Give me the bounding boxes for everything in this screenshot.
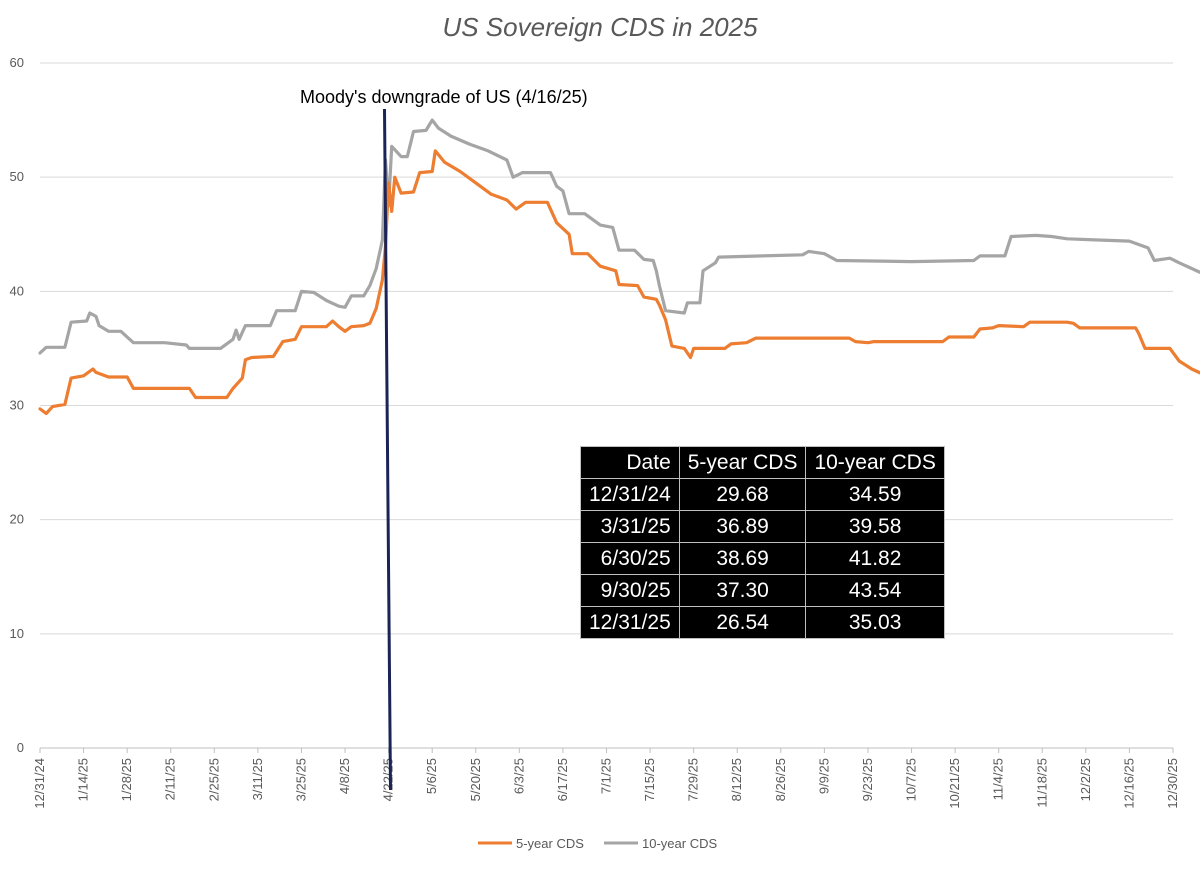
table-cell-5y: 29.68 <box>678 478 807 511</box>
table-cell-5y: 37.30 <box>678 574 807 607</box>
x-tick-label: 1/28/25 <box>119 758 134 801</box>
x-axis-ticks: 12/31/24 1/14/25 1/28/25 2/11/25 2/25/25 3/11… <box>32 748 1180 809</box>
table-cell-5y: 36.89 <box>678 510 807 543</box>
table-cell-date: 3/31/25 <box>580 510 680 543</box>
x-tick-label: 10/7/25 <box>904 758 919 801</box>
x-tick-label: 1/14/25 <box>76 758 91 801</box>
y-tick-label: 50 <box>10 169 24 184</box>
x-tick-label: 4/8/25 <box>337 758 352 794</box>
table-header-row: Date 5-year CDS 10-year CDS <box>580 446 945 479</box>
x-tick-label: 11/18/25 <box>1034 758 1049 808</box>
table-row: 12/31/24 29.68 34.59 <box>580 478 945 511</box>
y-tick-label: 10 <box>10 626 24 641</box>
x-tick-label: 8/12/25 <box>729 758 744 801</box>
annotation-layer: Moody's downgrade of US (4/16/25) <box>300 87 588 791</box>
x-tick-label: 12/2/25 <box>1078 758 1093 801</box>
table-row: 12/31/25 26.54 35.03 <box>580 606 945 639</box>
x-tick-label: 11/4/25 <box>991 758 1006 800</box>
table-cell-5y: 26.54 <box>678 606 807 639</box>
table-row: 6/30/25 38.69 41.82 <box>580 542 945 575</box>
x-tick-label: 5/6/25 <box>424 758 439 794</box>
y-tick-label: 60 <box>10 55 24 70</box>
series-layer <box>38 118 1200 416</box>
table-cell-10y: 43.54 <box>805 574 945 607</box>
x-tick-label: 9/9/25 <box>816 758 831 794</box>
x-tick-label: 3/11/25 <box>250 758 265 800</box>
x-tick-label: 2/25/25 <box>206 758 221 801</box>
x-tick-label: 7/15/25 <box>642 758 657 801</box>
table-cell-date: 9/30/25 <box>580 574 680 607</box>
legend-label-5-year-cds: 5-year CDS <box>516 836 584 851</box>
y-tick-label: 40 <box>10 283 24 298</box>
table-cell-10y: 34.59 <box>805 478 945 511</box>
y-tick-label: 0 <box>17 740 24 755</box>
x-tick-label: 2/11/25 <box>163 758 178 800</box>
legend: 5-year CDS 10-year CDS <box>478 836 717 851</box>
table-header-cell: 10-year CDS <box>805 446 945 479</box>
table-row: 3/31/25 36.89 39.58 <box>580 510 945 543</box>
table-cell-5y: 38.69 <box>678 542 807 575</box>
downgrade-marker-line <box>383 108 393 791</box>
table-cell-date: 12/31/24 <box>580 478 680 511</box>
x-tick-label: 6/3/25 <box>511 758 526 794</box>
x-tick-label: 9/23/25 <box>860 758 875 801</box>
x-tick-label: 3/25/25 <box>293 758 308 801</box>
x-tick-label: 8/26/25 <box>773 758 788 801</box>
table-cell-10y: 35.03 <box>805 606 945 639</box>
y-axis-ticks: 0 10 20 30 40 50 60 <box>10 55 24 755</box>
table-cell-10y: 39.58 <box>805 510 945 543</box>
chart-title: US Sovereign CDS in 2025 <box>442 12 758 42</box>
table-cell-date: 12/31/25 <box>580 606 680 639</box>
table-header-cell: 5-year CDS <box>678 446 807 479</box>
x-tick-label: 5/20/25 <box>468 758 483 801</box>
series-line-5-year-cds <box>38 149 1200 416</box>
x-tick-label: 12/30/25 <box>1165 758 1180 809</box>
x-tick-label: 12/16/25 <box>1121 758 1136 809</box>
series-line-10-year-cds <box>38 118 1200 355</box>
table-cell-date: 6/30/25 <box>580 542 680 575</box>
x-tick-label: 7/1/25 <box>599 758 614 794</box>
x-tick-label: 10/21/25 <box>947 758 962 809</box>
legend-label-10-year-cds: 10-year CDS <box>642 836 717 851</box>
table-cell-10y: 41.82 <box>805 542 945 575</box>
y-tick-label: 20 <box>10 512 24 527</box>
table-row: 9/30/25 37.30 43.54 <box>580 574 945 607</box>
grid-layer <box>40 62 1173 749</box>
downgrade-annotation: Moody's downgrade of US (4/16/25) <box>300 87 588 107</box>
x-tick-label: 4/22/25 <box>381 758 396 801</box>
x-tick-label: 12/31/24 <box>32 758 47 809</box>
cds-summary-table: Date 5-year CDS 10-year CDS 12/31/24 29.… <box>580 446 945 639</box>
table-header-cell: Date <box>580 446 680 479</box>
y-tick-label: 30 <box>10 398 24 413</box>
x-tick-label: 7/29/25 <box>686 758 701 801</box>
x-tick-label: 6/17/25 <box>555 758 570 801</box>
